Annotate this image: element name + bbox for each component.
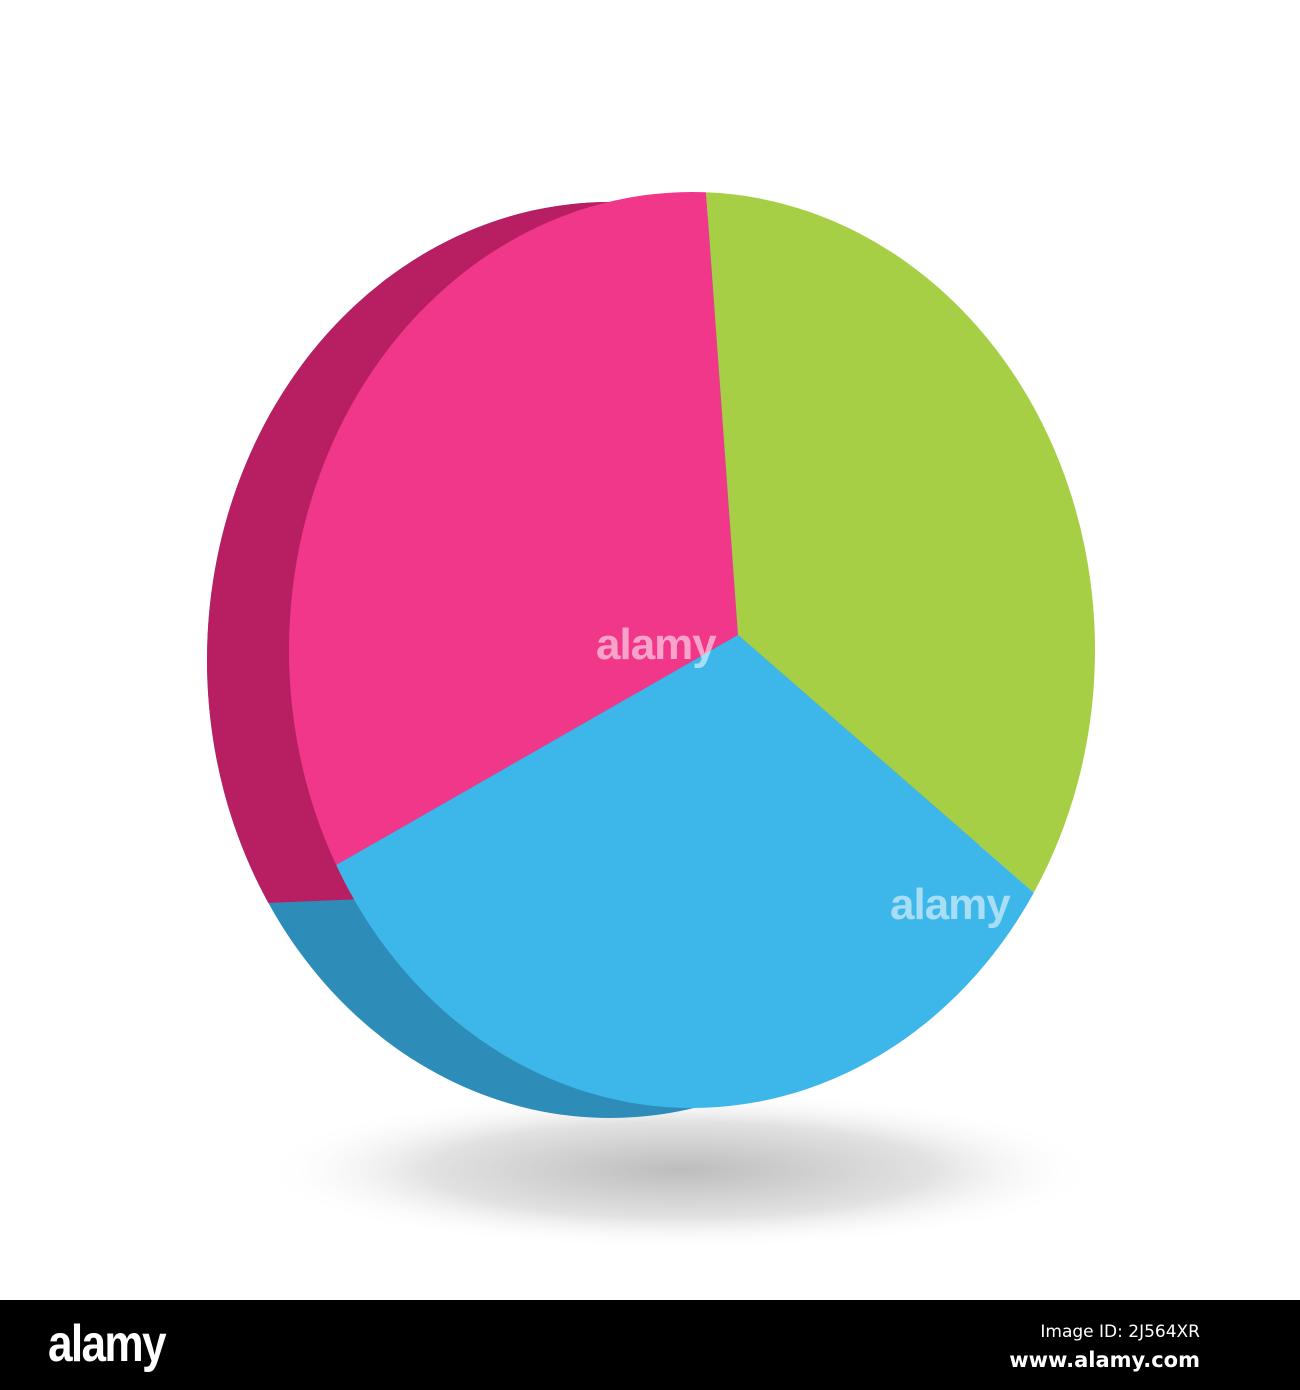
watermark: alamy: [596, 620, 717, 669]
watermark: alamy: [890, 880, 1011, 929]
alamy-logo: alamy: [48, 1315, 167, 1373]
footer-bar: alamy Image ID: 2J564XR www.alamy.com: [0, 1300, 1300, 1390]
pie-slice-2: [706, 192, 1096, 893]
pie-shadow: [260, 1090, 1100, 1250]
pie-slice-3: [336, 635, 1034, 1108]
website-link[interactable]: www.alamy.com: [1009, 1348, 1200, 1372]
pie-chart: [207, 191, 1100, 1250]
image-id: Image ID: 2J564XR: [1040, 1322, 1200, 1342]
pie-slices: [289, 191, 1096, 1108]
pie-slice-1: [289, 191, 738, 866]
